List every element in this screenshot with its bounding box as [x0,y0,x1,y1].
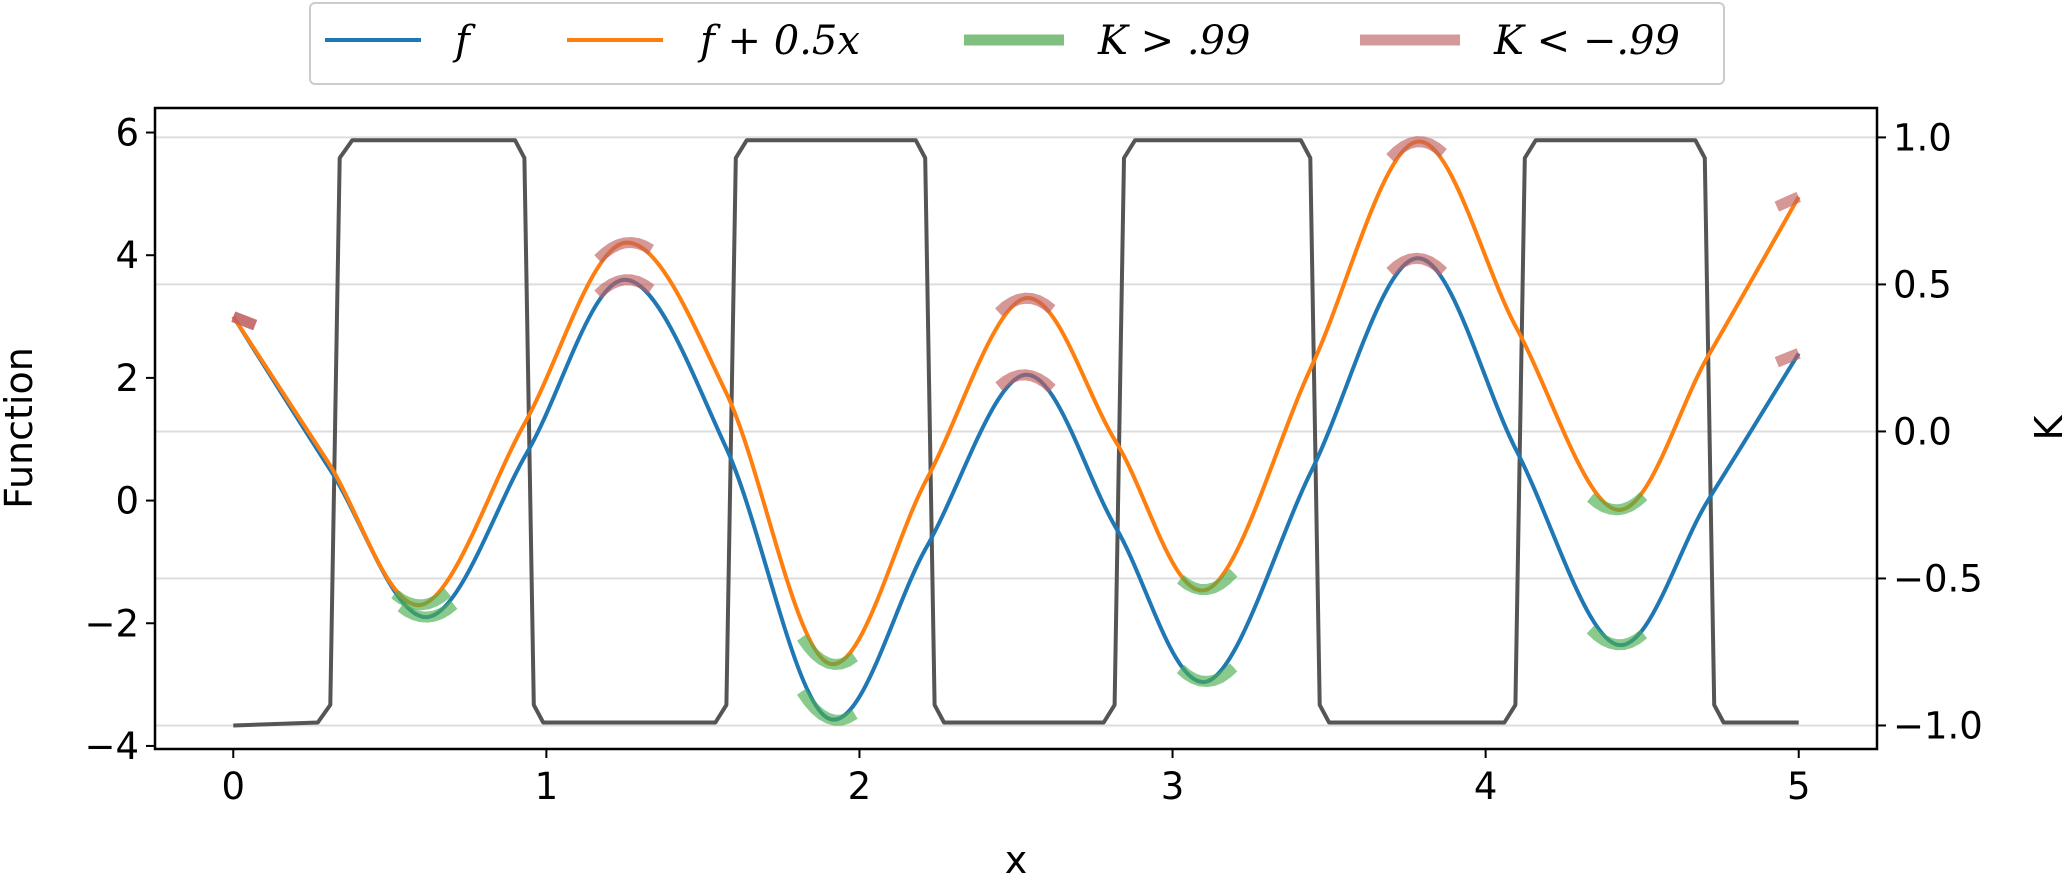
highlight-segment [1586,625,1648,651]
ticks-layer: 0 1 2 3 4 5 −4 −2 0 2 4 6 −1.0 −0.5 0.0 0.5 1.0 [84,112,1982,808]
series-line-f-plus-half-x [231,139,1801,667]
x-tick-label: 0 [221,765,245,808]
y2-tick-label: −1.0 [1893,704,1983,747]
highlight-segment [995,369,1056,393]
highlight-segment [1386,252,1448,277]
plot-frame [153,106,1879,751]
series-layer [231,136,1801,728]
y-tick-label: −2 [84,602,139,645]
x-axis-label: x [1005,838,1028,873]
highlight-segment [1587,491,1648,516]
highlight-segment [397,600,458,623]
x-tick-label: 5 [1787,765,1811,808]
series-line-K [233,138,1799,728]
y2-axis-label: K [2027,414,2067,440]
y-tick-label: 0 [115,480,139,523]
highlight-segment [391,588,452,611]
highlight-segment [1176,663,1238,688]
highlight-segment [231,311,258,331]
x-tick-label: 3 [1161,765,1185,808]
y-tick-label: 6 [115,112,139,155]
y-tick-label: 2 [115,357,139,400]
highlight-segment [594,236,654,264]
legend-label: f + 0.5x [697,18,860,64]
y2-tick-label: 1.0 [1893,116,1952,159]
x-tick-label: 2 [848,765,872,808]
y-tick-label: 4 [115,234,139,277]
legend-label: K > .99 [1097,18,1250,64]
highlight-segment [1177,568,1238,595]
highlight-segment [995,292,1056,317]
highlight-segment [594,274,655,299]
highlight-segment [796,688,858,726]
highlight-segment [1774,348,1801,368]
series-line-f [231,256,1801,722]
highlight-segment [1386,136,1447,162]
grid-lines [155,136,1877,727]
y2-tick-label: 0.0 [1893,410,1952,453]
highlight-segment [797,634,858,671]
y2-tick-label: 0.5 [1893,263,1952,306]
y-tick-label: −4 [84,725,139,768]
x-tick-label: 4 [1474,765,1498,808]
y2-tick-label: −0.5 [1893,557,1983,600]
legend-label: K < −.99 [1493,18,1680,64]
highlight-segment [1774,191,1801,212]
y-axis-label: Function [0,347,41,509]
x-tick-label: 1 [535,765,559,808]
